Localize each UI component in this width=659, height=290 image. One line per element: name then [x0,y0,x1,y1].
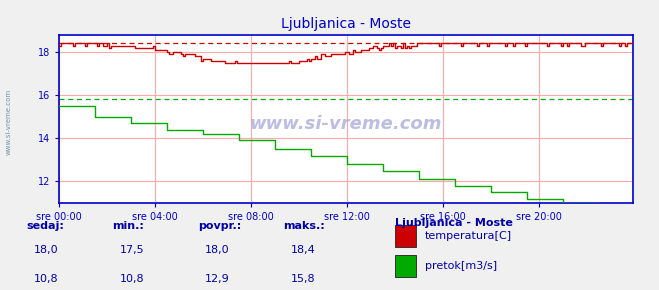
Title: Ljubljanica - Moste: Ljubljanica - Moste [281,17,411,31]
Text: 18,0: 18,0 [34,244,59,255]
Text: Ljubljanica - Moste: Ljubljanica - Moste [395,218,513,228]
Text: 18,4: 18,4 [291,244,316,255]
Text: 12,9: 12,9 [205,274,230,284]
Text: www.si-vreme.com: www.si-vreme.com [5,89,12,155]
Text: maks.:: maks.: [283,221,325,231]
Text: 17,5: 17,5 [119,244,144,255]
Text: www.si-vreme.com: www.si-vreme.com [250,115,442,133]
Text: pretok[m3/s]: pretok[m3/s] [425,261,497,271]
Text: sedaj:: sedaj: [26,221,64,231]
Text: 10,8: 10,8 [119,274,144,284]
Text: min.:: min.: [112,221,144,231]
Text: povpr.:: povpr.: [198,221,241,231]
Text: 15,8: 15,8 [291,274,316,284]
Bar [395,225,416,247]
Text: temperatura[C]: temperatura[C] [425,231,512,241]
Bar [395,255,416,277]
Text: 18,0: 18,0 [205,244,230,255]
Text: 10,8: 10,8 [34,274,59,284]
